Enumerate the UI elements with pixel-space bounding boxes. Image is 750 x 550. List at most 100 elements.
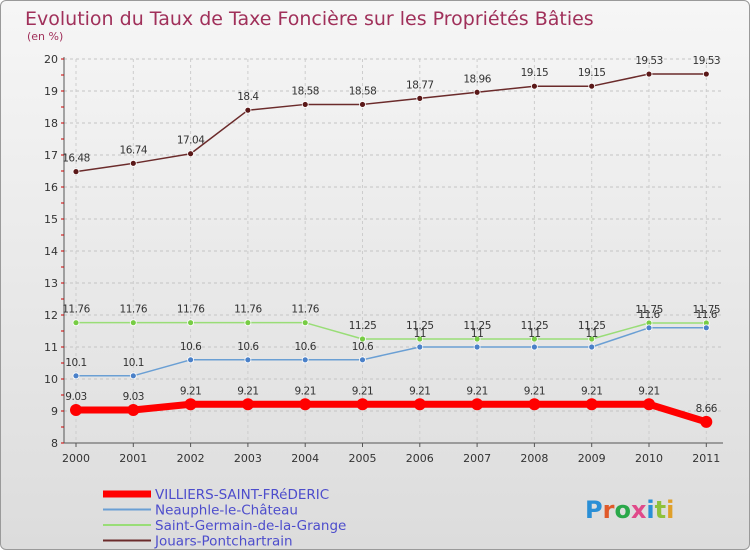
x-tick-label: 2010 [635, 452, 663, 465]
data-label: 17.04 [177, 135, 205, 147]
data-point [645, 70, 653, 78]
data-point [359, 335, 366, 343]
data-label: 11.76 [177, 304, 205, 316]
data-label: 11.76 [291, 304, 319, 316]
data-point [356, 398, 369, 411]
logo-letter: t [655, 496, 666, 524]
y-tick-label: 9 [51, 405, 58, 418]
data-point [588, 82, 596, 90]
y-tick-label: 11 [44, 341, 58, 354]
data-label: 9.21 [237, 385, 258, 397]
data-label: 19.15 [578, 67, 606, 79]
chart-title: Evolution du Taux de Taxe Foncière sur l… [25, 8, 594, 30]
x-tick-label: 2006 [406, 452, 434, 465]
data-point [413, 398, 426, 411]
x-tick-label: 2001 [119, 452, 147, 465]
data-label: 11.25 [521, 320, 549, 332]
logo-letter: i [646, 496, 654, 524]
legend-label: VILLIERS-SAINT-FRéDERIC [155, 487, 329, 503]
y-tick-label: 20 [44, 53, 58, 66]
data-point [299, 398, 312, 411]
data-label: 11 [471, 328, 483, 340]
data-label: 8.66 [696, 403, 718, 415]
data-label: 9.21 [295, 385, 316, 397]
data-point [700, 415, 713, 428]
series-line-0 [72, 400, 710, 426]
data-label: 10.1 [123, 357, 144, 369]
data-label: 9.21 [581, 385, 602, 397]
x-tick-label: 2007 [463, 452, 491, 465]
data-point [588, 335, 596, 343]
data-label: 11 [586, 328, 598, 340]
data-point [531, 335, 538, 343]
data-label: 9.21 [524, 385, 545, 397]
chart-subtitle: (en %) [27, 30, 63, 43]
y-tick-label: 17 [44, 149, 58, 162]
data-label: 9.21 [466, 385, 487, 397]
data-label: 11.25 [349, 320, 377, 332]
data-label: 16.48 [62, 153, 90, 165]
x-tick-label: 2008 [520, 452, 548, 465]
data-label: 18.77 [406, 79, 434, 91]
data-point [301, 101, 309, 108]
data-point [244, 356, 252, 364]
data-label: 9.21 [352, 385, 373, 397]
data-point [129, 372, 137, 380]
data-point [473, 88, 481, 96]
data-point [531, 82, 538, 90]
data-point [129, 159, 137, 167]
x-tick-label: 2011 [692, 452, 720, 465]
data-label: 11.75 [693, 304, 721, 316]
data-point [473, 343, 481, 351]
data-point [588, 343, 596, 351]
legend-label: Neauphle-le-Château [155, 503, 298, 519]
data-point [531, 343, 538, 351]
data-point [244, 106, 252, 114]
data-point [473, 335, 481, 343]
data-label: 10.6 [352, 341, 374, 353]
data-point [702, 324, 710, 332]
data-label: 11.25 [406, 320, 434, 332]
data-label: 19.53 [635, 55, 663, 67]
data-label: 9.21 [638, 385, 659, 397]
y-tick-label: 15 [44, 213, 58, 226]
logo-text: Proxiti [585, 496, 674, 524]
data-point [187, 150, 195, 158]
y-tick-label: 13 [44, 277, 58, 290]
data-label: 9.21 [180, 385, 201, 397]
data-point [187, 356, 195, 364]
logo-letter: P [585, 496, 603, 524]
data-point [528, 398, 541, 411]
data-label: 11.6 [696, 309, 718, 321]
y-tick-label: 19 [44, 85, 58, 98]
data-point [187, 319, 195, 327]
y-tick-label: 18 [44, 117, 58, 130]
x-tick-label: 2003 [234, 452, 262, 465]
data-label: 10.1 [65, 357, 86, 369]
data-label: 18.58 [349, 85, 377, 97]
data-label: 19.15 [521, 67, 549, 79]
data-label: 18.4 [237, 91, 259, 103]
data-point [127, 404, 140, 417]
y-tick-label: 16 [44, 181, 58, 194]
data-point [244, 319, 252, 327]
data-point [301, 356, 309, 364]
legend-label: Saint-Germain-de-la-Grange [155, 518, 346, 534]
data-point [72, 372, 80, 380]
data-label: 10.6 [237, 341, 259, 353]
series-line-1 [75, 327, 708, 377]
y-tick-label: 8 [51, 437, 58, 450]
data-label: 11 [414, 328, 426, 340]
data-point [70, 404, 82, 417]
axes: 8 9 10 11 12 13 14 15 16 17 18 19 20 2000 2001 2002 2003… [44, 53, 723, 465]
data-point [416, 335, 424, 343]
data-point [702, 70, 710, 78]
data-label: 11.25 [463, 320, 491, 332]
x-tick-label: 2000 [62, 452, 90, 465]
data-point [301, 319, 309, 327]
data-label: 11.76 [234, 304, 262, 316]
series-group [70, 70, 713, 428]
logo-letter: i [666, 496, 674, 524]
